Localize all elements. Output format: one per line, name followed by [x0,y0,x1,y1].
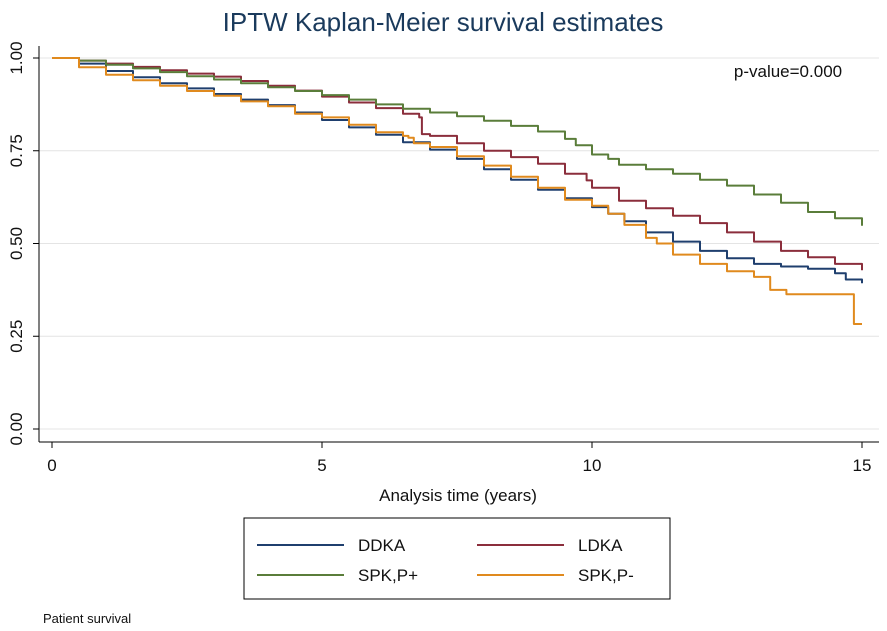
series-line-spk-p- [52,57,863,226]
series-line-spk-p- [52,57,862,325]
x-tick-label: 15 [853,456,872,475]
y-tick-label: 0.75 [7,134,26,167]
x-axis: 0 5 10 15 [47,442,871,475]
p-value-annotation: p-value=0.000 [734,62,842,81]
x-tick-label: 5 [317,456,326,475]
chart-title: IPTW Kaplan-Meier survival estimates [223,7,664,37]
legend-box [243,517,671,600]
chart-note: Patient survival [43,611,131,626]
y-tick-label: 0.25 [7,320,26,353]
legend: DDKA LDKA SPK,P+ SPK,P- [257,536,634,585]
series-lines [52,57,863,325]
series-line-ddka [52,57,863,284]
grid [39,57,879,430]
y-axis: 0.00 0.25 0.50 0.75 1.00 [7,41,39,446]
legend-label: LDKA [578,536,623,555]
y-tick-label: 0.00 [7,412,26,445]
x-axis-title: Analysis time (years) [379,486,537,505]
x-tick-label: 0 [47,456,56,475]
y-tick-label: 0.50 [7,227,26,260]
x-tick-label: 10 [583,456,602,475]
legend-label: SPK,P+ [358,566,418,585]
legend-label: SPK,P- [578,566,634,585]
series-line-ldka [52,57,863,271]
y-tick-label: 1.00 [7,41,26,74]
legend-label: DDKA [358,536,406,555]
